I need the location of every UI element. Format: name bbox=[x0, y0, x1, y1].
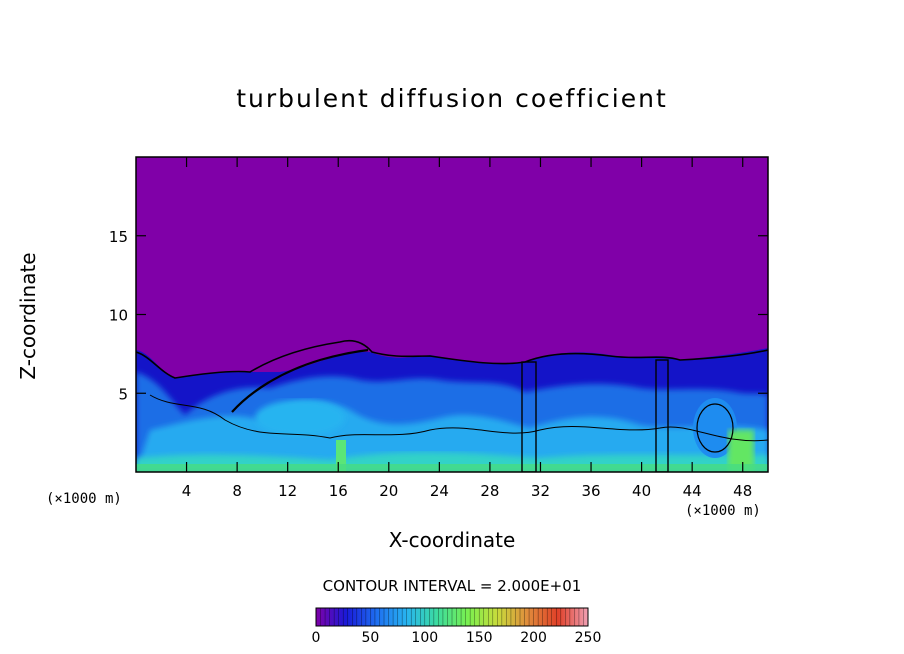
x-tick-label: 12 bbox=[278, 482, 297, 500]
colorbar-tick-label: 100 bbox=[411, 630, 438, 646]
contour-interval-label: CONTOUR INTERVAL = 2.000E+01 bbox=[322, 577, 582, 595]
x-axis: 4 8 12 16 20 24 28 32 36 40 44 48 bbox=[182, 157, 752, 500]
green-plume-1 bbox=[336, 440, 346, 472]
x-tick-label: 28 bbox=[480, 482, 499, 500]
colorbar-tick-label: 50 bbox=[361, 630, 379, 646]
x-axis-title: X-coordinate bbox=[388, 528, 516, 552]
eddy-vortex-1 bbox=[693, 398, 737, 458]
colorbar-tick-label: 0 bbox=[312, 630, 321, 646]
x-tick-label: 36 bbox=[581, 482, 600, 500]
eddy-vortex-2 bbox=[255, 400, 345, 436]
x-unit-label-left: (×1000 m) bbox=[46, 491, 122, 507]
colorbar-tick-label: 250 bbox=[575, 630, 602, 646]
x-tick-label: 4 bbox=[182, 482, 192, 500]
x-tick-label: 24 bbox=[430, 482, 449, 500]
contour-line-top bbox=[136, 339, 768, 379]
x-tick-label: 32 bbox=[531, 482, 550, 500]
colorbar: 0 50 100 150 200 250 bbox=[312, 607, 602, 646]
y-tick-label: 15 bbox=[109, 228, 128, 246]
x-tick-label: 44 bbox=[683, 482, 702, 500]
bottom-green-strip bbox=[136, 464, 768, 472]
contour-line-ridge bbox=[231, 348, 369, 413]
x-tick-label: 16 bbox=[329, 482, 348, 500]
x-tick-label: 8 bbox=[232, 482, 242, 500]
y-tick-label: 5 bbox=[118, 385, 128, 403]
turbulent-field bbox=[136, 339, 768, 472]
colorbar-tick-label: 150 bbox=[466, 630, 493, 646]
colorbar-tick-label: 200 bbox=[520, 630, 547, 646]
contour-line-inner bbox=[149, 394, 768, 442]
x-tick-label: 48 bbox=[733, 482, 752, 500]
y-axis: 5 10 15 bbox=[109, 228, 768, 403]
x-unit-label-right: (×1000 m) bbox=[685, 503, 761, 519]
chart-title: turbulent diffusion coefficient bbox=[236, 84, 668, 113]
x-tick-label: 40 bbox=[632, 482, 651, 500]
contour-vortex-ring bbox=[696, 403, 734, 453]
vertical-plume-lines-2 bbox=[655, 359, 669, 472]
y-axis-title: Z-coordinate bbox=[16, 252, 40, 380]
y-tick-label: 10 bbox=[109, 307, 128, 325]
x-tick-label: 20 bbox=[379, 482, 398, 500]
vertical-plume-lines bbox=[521, 361, 537, 472]
